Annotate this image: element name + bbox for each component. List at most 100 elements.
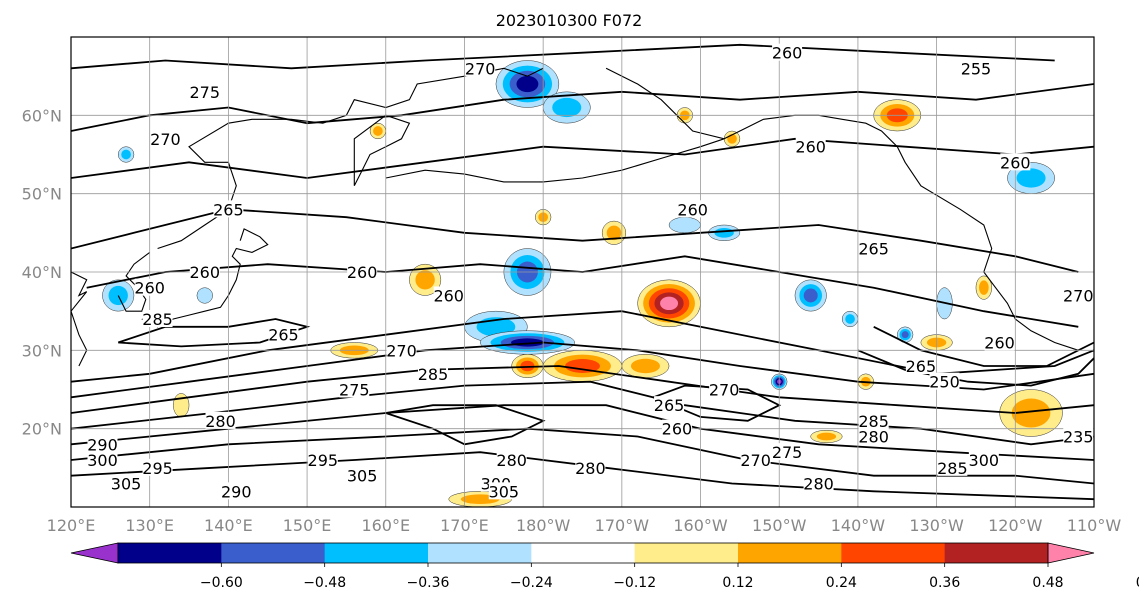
contour-label: 260 <box>190 263 221 282</box>
contour-label: 260 <box>984 334 1015 353</box>
contour-label-bg <box>772 443 803 461</box>
map-frame <box>70 36 1095 508</box>
x-tick-label: 120°W <box>988 516 1043 535</box>
colorbar-tick-label: −0.48 <box>303 575 346 591</box>
y-tick-label: 20°N <box>22 420 62 439</box>
contour-label: 275 <box>339 381 370 400</box>
contour-label: 300 <box>969 451 1000 470</box>
contour-label-bg <box>386 341 417 359</box>
contour-label: 260 <box>347 263 378 282</box>
gridlines <box>71 37 1094 507</box>
contour-label-bg <box>142 458 173 476</box>
anomaly-blob <box>660 296 679 311</box>
contour-label-bg <box>772 43 803 61</box>
contour-label: 260 <box>772 44 803 63</box>
contour-label: 295 <box>308 451 339 470</box>
anomaly-blob <box>803 288 818 303</box>
contour-label-bg <box>661 419 692 437</box>
y-tick-label: 30°N <box>22 341 62 360</box>
contour-line <box>857 349 1094 387</box>
anomaly-blob <box>565 359 600 373</box>
anomaly-blob <box>978 280 989 295</box>
contour-label: 260 <box>795 138 826 157</box>
contour-label: 260 <box>134 279 165 298</box>
contour-label-bg <box>221 482 252 500</box>
contour-label: 250 <box>929 373 960 392</box>
contour-line <box>117 318 311 348</box>
contour-label-bg <box>417 364 448 382</box>
x-tick-label: 130°E <box>125 516 174 535</box>
x-tick-label: 170°E <box>440 516 489 535</box>
contour-label-bg <box>1063 286 1094 304</box>
contour-label-bg <box>984 333 1015 351</box>
contour-label: 235 <box>1063 428 1094 447</box>
contour-label: 260 <box>677 200 708 219</box>
contour-label: 265 <box>906 357 937 376</box>
contour-label: 295 <box>142 459 173 478</box>
contour-label-bg <box>307 451 338 468</box>
anomaly-blob <box>516 75 539 93</box>
contour-label: 305 <box>489 482 520 501</box>
contour-label: 270 <box>709 381 740 400</box>
x-tick-label: 130°W <box>909 516 964 535</box>
contour-label-bg <box>795 137 826 155</box>
anomaly-blob <box>714 228 734 238</box>
contour-label: 270 <box>386 341 417 360</box>
colorbar-tick-label: 0.48 <box>1032 575 1063 591</box>
colorbar-segment <box>324 543 429 563</box>
contour-label-bg <box>496 451 527 468</box>
colorbar-segment <box>944 543 1049 563</box>
contour-label-bg <box>575 458 606 476</box>
x-tick-label: 180°W <box>516 516 571 535</box>
contour-label-bg <box>268 325 299 343</box>
contour-label: 255 <box>961 59 992 78</box>
anomaly-blob <box>121 149 131 160</box>
contour-label: 285 <box>937 459 968 478</box>
contour-label-bg <box>87 435 118 453</box>
contour-line <box>71 427 1094 485</box>
contour-label: 265 <box>213 200 244 219</box>
contour-label: 265 <box>268 326 299 345</box>
contour-label: 280 <box>803 475 834 494</box>
x-tick-label: 140°E <box>204 516 253 535</box>
latitude-axis: 20°N 30°N 40°N 50°N 60°N <box>22 106 62 438</box>
contour-label-bg <box>960 59 991 77</box>
colorbar-tick-label: 0.36 <box>929 575 960 591</box>
contour-label-bg <box>339 380 370 398</box>
contour-label-bg <box>213 200 244 218</box>
contour-label-bg <box>858 239 889 257</box>
anomaly-blob <box>606 225 622 241</box>
colorbar-tick-label: 0.60 <box>1136 575 1139 591</box>
x-tick-label: 140°W <box>831 516 886 535</box>
anomaly-blob <box>668 216 701 234</box>
contour-label-bg <box>740 451 771 468</box>
colorbar: −0.60 −0.48 −0.36 −0.24 −0.12 0.12 0.24 0.36 0.4… <box>70 542 1139 591</box>
contour-label-bg <box>142 310 173 327</box>
contour-label: 270 <box>465 59 496 78</box>
contour-label: 270 <box>150 130 181 149</box>
contour-label: 275 <box>772 443 803 462</box>
contour-label: 260 <box>1000 153 1031 172</box>
contour-label-bg <box>968 451 999 468</box>
contour-label: 260 <box>433 287 464 306</box>
coastline <box>605 67 1079 351</box>
contour-label: 285 <box>858 412 889 431</box>
contour-label-bg <box>433 286 464 304</box>
colorbar-segment <box>118 543 222 563</box>
x-tick-label: 170°W <box>595 516 650 535</box>
contour-label: 265 <box>654 396 685 415</box>
x-tick-label: 150°E <box>283 516 332 535</box>
contour-line <box>71 43 1055 70</box>
anomaly-blob <box>630 358 660 374</box>
contour-label-bg <box>465 59 496 77</box>
colorbar-extend-low <box>70 542 119 564</box>
contour-line <box>71 83 1094 132</box>
colorbar-segment <box>428 543 532 563</box>
coastline <box>385 138 725 183</box>
contour-label: 275 <box>190 83 221 102</box>
contour-label: 260 <box>662 420 693 439</box>
x-tick-label: 150°W <box>752 516 807 535</box>
contour-label: 270 <box>1063 287 1094 306</box>
longitude-axis: 120°E 130°E 140°E 150°E 160°E 170°E 180°W 170°W… <box>47 516 1122 535</box>
